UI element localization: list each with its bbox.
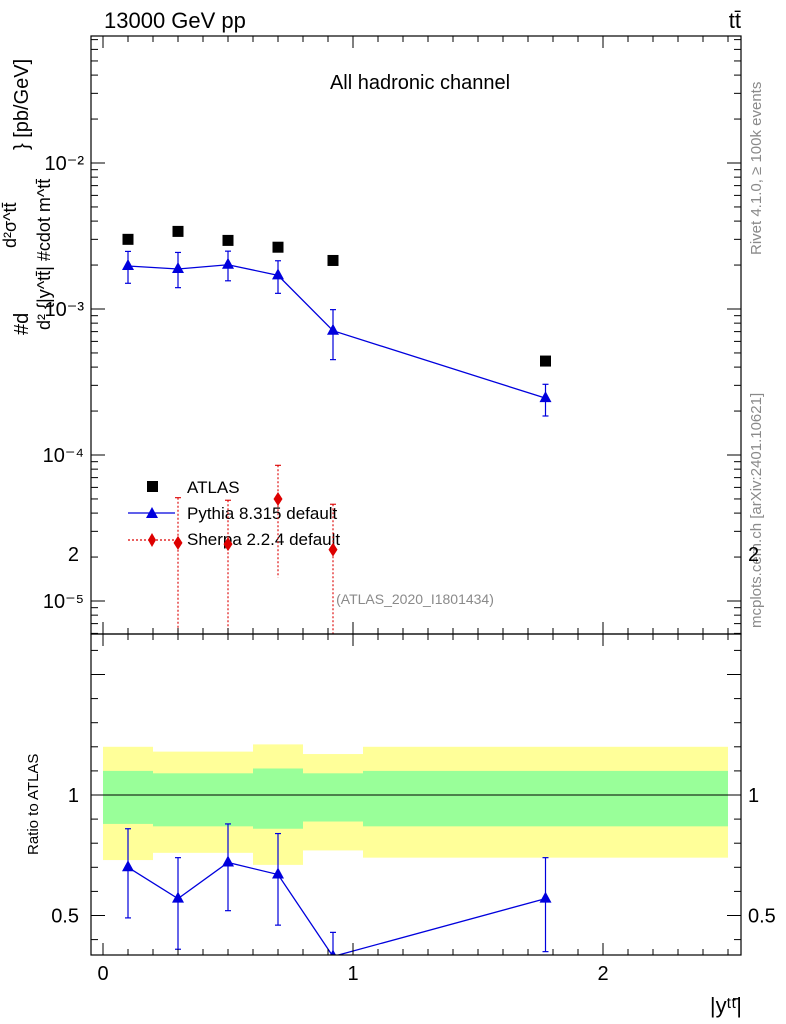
pythia-point — [222, 257, 234, 269]
data-marks — [122, 225, 552, 955]
y-axis-label-ratio: Ratio to ATLAS — [25, 754, 42, 855]
ratio-panel-marks — [122, 823, 552, 955]
y-tick-label-main: 10⁻³ — [45, 299, 85, 321]
y-axis-label-line4: } [pb/GeV] — [11, 59, 33, 150]
x-tick-label: 0 — [97, 963, 108, 985]
ratio-pythia-point — [222, 855, 234, 867]
y-tick-label-ratio-left: 1 — [68, 785, 79, 807]
atlas-point — [172, 225, 184, 237]
ratio-bands — [91, 744, 741, 865]
channel-label: All hadronic channel — [330, 72, 510, 94]
ratio-pythia-point — [329, 949, 337, 955]
legend-marker-atlas — [147, 481, 158, 492]
y-tick-label-ratio-right: 2 — [748, 544, 759, 566]
y-tick-label-ratio-left: 0.5 — [51, 906, 79, 928]
pythia-point — [122, 259, 134, 271]
sherpa-point — [328, 542, 338, 557]
ratio-pythia-point — [272, 867, 284, 879]
pythia-point — [539, 391, 552, 403]
y-axis-label-main: #d d²σ^tt̄ d² {|y^tt̄| #cdot m^tt̄ } [pb… — [0, 59, 54, 335]
x-axis-label: |yᵗᵗ̄| — [710, 993, 742, 1018]
atlas-point — [540, 355, 551, 367]
y-tick-label-main: 10⁻² — [45, 153, 85, 175]
analysis-tag: (ATLAS_2020_I1801434) — [336, 591, 494, 607]
mcplots-site-label: mcplots.cern.ch [arXiv:2401.10621] — [748, 393, 765, 628]
legend: ATLAS Pythia 8.315 default Sherpa 2.2.4 … — [128, 478, 340, 549]
y-tick-label-main: 10⁻⁴ — [43, 445, 84, 467]
ratio-pythia-point — [172, 891, 184, 903]
ratio-band-inner — [303, 773, 363, 822]
y-axis-label-line1: #d — [11, 313, 33, 335]
sherpa-point — [173, 535, 183, 550]
sherpa-point — [223, 537, 233, 552]
y-tick-label-ratio-left: 2 — [68, 544, 79, 566]
atlas-point — [122, 233, 134, 245]
legend-label-atlas: ATLAS — [187, 478, 240, 497]
axes-frame: 0 1 2 10⁻² 10⁻³ 10⁻⁴ 10⁻⁵ 0.5 0.5 1 1 2 2 — [43, 35, 776, 985]
pythia-point — [172, 261, 184, 273]
ratio-pythia-point — [122, 860, 134, 872]
x-tick-label: 2 — [597, 963, 608, 985]
pythia-point — [327, 323, 339, 335]
atlas-point — [327, 254, 339, 266]
legend-marker-sherpa — [148, 533, 156, 547]
ratio-band-inner — [103, 770, 153, 824]
legend-label-pythia: Pythia 8.315 default — [187, 504, 338, 523]
y-tick-label-ratio-right: 1 — [748, 785, 759, 807]
energy-label: 13000 GeV pp — [104, 8, 246, 33]
ratio-band-inner — [153, 773, 253, 827]
sherpa-point — [273, 491, 283, 506]
ratio-pythia-line — [127, 861, 546, 955]
pythia-point — [272, 268, 284, 280]
process-label: tt̄ — [729, 8, 741, 33]
y-axis-label-line3: d² {|y^tt̄| #cdot m^tt̄ — [34, 178, 54, 330]
y-axis-label-line2: d²σ^tt̄ — [0, 202, 20, 248]
x-tick-label: 1 — [347, 963, 358, 985]
legend-label-sherpa: Sherpa 2.2.4 default — [187, 530, 340, 549]
atlas-point — [272, 241, 284, 253]
main-panel-marks — [122, 225, 552, 634]
pythia-line — [127, 264, 546, 399]
legend-marker-pythia — [146, 507, 158, 518]
y-tick-label-main: 10⁻⁵ — [43, 591, 84, 613]
ratio-band-inner — [253, 768, 303, 829]
atlas-point — [222, 234, 234, 246]
ratio-pythia-point — [539, 891, 552, 903]
rivet-version-label: Rivet 4.1.0, ≥ 100k events — [748, 82, 765, 255]
ratio-band-inner — [363, 770, 728, 827]
y-tick-label-ratio-right: 0.5 — [748, 906, 776, 928]
